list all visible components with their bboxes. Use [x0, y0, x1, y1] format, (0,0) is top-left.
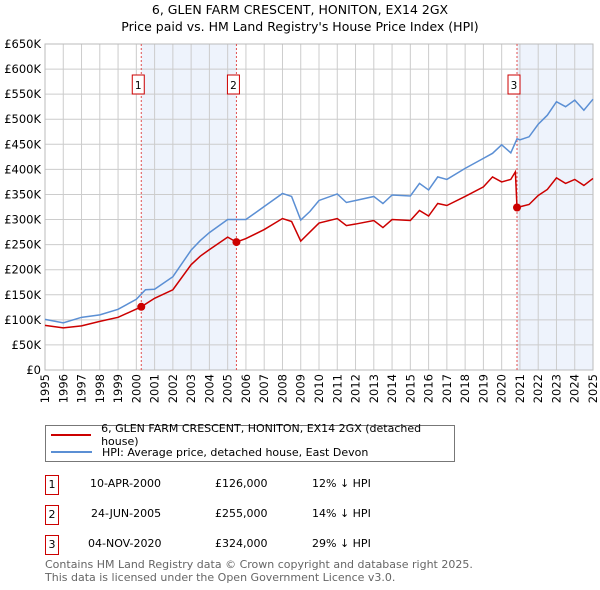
x-tick-label: 2022 — [531, 374, 545, 403]
x-tick-label: 2008 — [275, 374, 289, 403]
y-tick-label: £350K — [4, 187, 41, 201]
x-tick-label: 2021 — [513, 374, 527, 403]
sale-label-box — [131, 74, 145, 95]
x-tick-label: 2001 — [148, 374, 162, 403]
x-tick-label: 2025 — [586, 374, 600, 403]
series-line — [44, 98, 594, 324]
x-tick-label: 2023 — [549, 374, 563, 403]
sale-price: £126,000 — [215, 477, 268, 490]
legend-item-hpi: HPI: Average price, detached house, East… — [51, 444, 368, 460]
sale-marker-badge: 1 — [45, 475, 59, 495]
x-tick-label: 1996 — [56, 374, 70, 403]
y-tick-label: £50K — [12, 338, 42, 352]
x-tick-label: 2003 — [184, 374, 198, 403]
legend-label: HPI: Average price, detached house, East… — [102, 445, 369, 459]
x-tick-label: 2005 — [221, 374, 235, 403]
sale-price: £324,000 — [215, 537, 268, 550]
x-tick-label: 2010 — [312, 374, 326, 403]
x-tick-label: 2017 — [440, 374, 454, 403]
sale-label: 3 — [511, 80, 518, 92]
x-tick-label: 2007 — [257, 374, 271, 403]
x-tick-label: 2013 — [367, 374, 381, 403]
sale-point — [232, 238, 241, 247]
x-tick-label: 2024 — [568, 374, 582, 403]
y-tick-label: £500K — [4, 112, 41, 126]
y-tick-label: £300K — [4, 213, 41, 227]
x-tick-label: 1997 — [75, 374, 89, 403]
sale-point — [513, 203, 522, 212]
sale-date: 10-APR-2000 — [90, 477, 162, 490]
sale-date: 04-NOV-2020 — [88, 537, 162, 550]
sale-label-box — [507, 74, 521, 95]
y-tick-label: £200K — [4, 263, 41, 277]
sale-point — [137, 302, 146, 311]
x-tick-label: 2009 — [294, 374, 308, 403]
y-tick-label: £650K — [4, 37, 41, 51]
plot-frame — [44, 43, 594, 371]
sale-date: 24-JUN-2005 — [91, 507, 162, 520]
y-tick-label: £600K — [4, 62, 41, 76]
y-tick-label: £400K — [4, 162, 41, 176]
y-tick-label: £0 — [26, 363, 41, 377]
x-tick-label: 2019 — [476, 374, 490, 403]
x-tick-label: 2014 — [385, 374, 399, 403]
x-tick-label: 2004 — [202, 374, 216, 403]
x-tick-label: 2011 — [330, 374, 344, 403]
x-tick-label: 2000 — [129, 374, 143, 403]
chart-subtitle: Price paid vs. HM Land Registry's House … — [121, 19, 479, 34]
x-tick-label: 2016 — [422, 374, 436, 403]
y-tick-label: £550K — [4, 87, 41, 101]
x-tick-label: 2018 — [458, 374, 472, 403]
x-tick-label: 2006 — [239, 374, 253, 403]
y-tick-label: £150K — [4, 288, 41, 302]
sale-label-box — [226, 74, 240, 95]
chart-title: 6, GLEN FARM CRESCENT, HONITON, EX14 2GX — [151, 2, 449, 17]
legend: 6, GLEN FARM CRESCENT, HONITON, EX14 2GX… — [45, 422, 455, 462]
sale-price: £255,000 — [215, 507, 268, 520]
footer-copyright: Contains HM Land Registry data © Crown c… — [45, 558, 473, 571]
shaded-period — [517, 44, 593, 370]
legend-label: 6, GLEN FARM CRESCENT, HONITON, EX14 2GX… — [101, 422, 422, 448]
legend-item-property: 6, GLEN FARM CRESCENT, HONITON, EX14 2GX… — [51, 422, 454, 448]
y-tick-label: £100K — [4, 313, 41, 327]
sale-marker-badge: 2 — [45, 505, 59, 525]
series-line — [44, 169, 594, 329]
sale-marker-badge: 3 — [45, 535, 59, 555]
x-tick-label: 2015 — [403, 374, 417, 403]
sale-label: 1 — [135, 80, 142, 92]
x-tick-label: 2020 — [495, 374, 509, 403]
y-tick-label: £450K — [4, 137, 41, 151]
legend-swatch-red — [51, 434, 92, 436]
sale-hpi-diff: 12% ↓ HPI — [312, 477, 371, 490]
x-tick-label: 1999 — [111, 374, 125, 403]
sale-label: 2 — [230, 80, 237, 92]
x-tick-label: 1998 — [93, 374, 107, 403]
sale-hpi-diff: 14% ↓ HPI — [312, 507, 371, 520]
legend-swatch-blue — [51, 451, 92, 453]
sale-hpi-diff: 29% ↓ HPI — [312, 537, 371, 550]
x-tick-label: 1995 — [38, 374, 52, 403]
x-tick-label: 2002 — [166, 374, 180, 403]
y-tick-label: £250K — [4, 238, 41, 252]
footer-licence: This data is licensed under the Open Gov… — [45, 571, 396, 584]
price-chart: 1995 1996 1997 1998 1999 2000 2001 2002 2003 2004… — [4, 37, 600, 403]
shaded-period — [141, 44, 237, 370]
x-tick-label: 2012 — [349, 374, 363, 403]
